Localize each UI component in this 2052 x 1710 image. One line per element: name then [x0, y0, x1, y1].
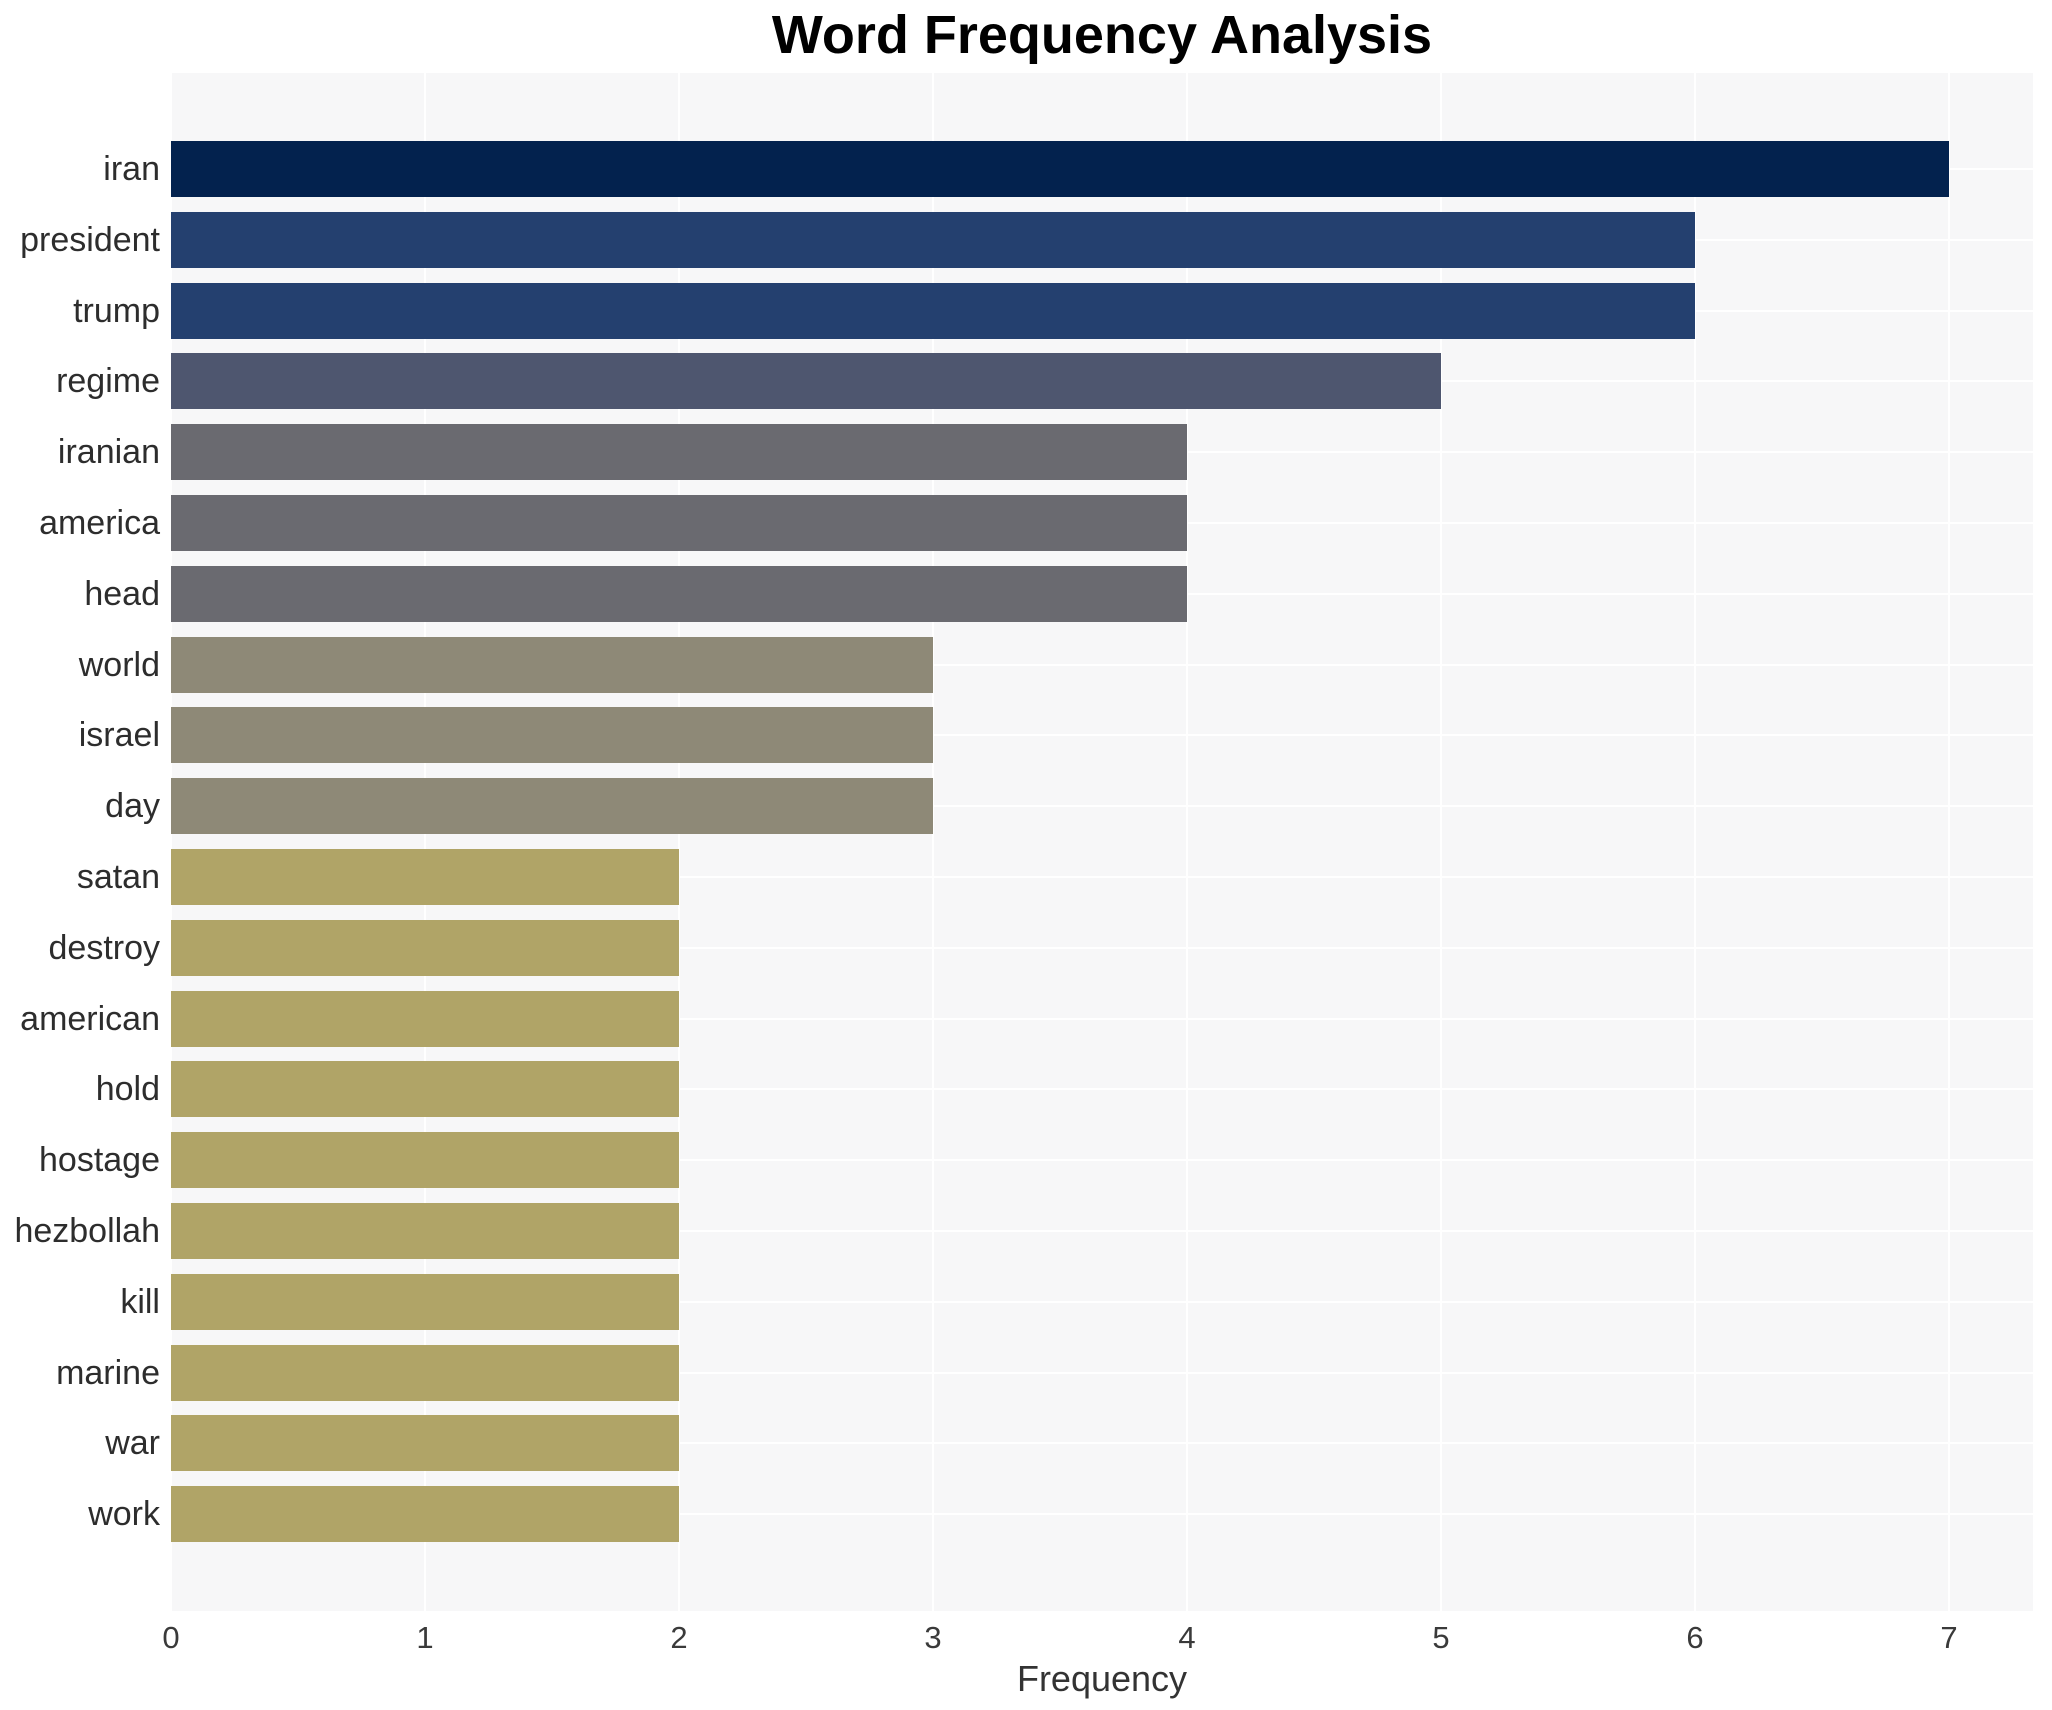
y-label-president: president	[20, 220, 160, 259]
bar-world	[171, 636, 933, 693]
x-gridline	[678, 73, 680, 1611]
bar-war	[171, 1415, 679, 1472]
bar-iran	[171, 141, 1949, 197]
y-gridline	[171, 1513, 2033, 1516]
y-gridline	[171, 946, 2033, 949]
bar-regime	[171, 353, 1441, 410]
x-tick-2: 2	[670, 1620, 688, 1655]
y-axis-labels: iran president trump regime iranian america he…	[0, 73, 160, 1611]
x-gridline	[932, 73, 934, 1611]
x-tick-0: 0	[162, 1620, 180, 1655]
y-label-destroy: destroy	[48, 928, 161, 967]
y-gridline	[171, 1230, 2033, 1232]
x-tick-6: 6	[1686, 1620, 1704, 1655]
y-gridline	[171, 805, 2033, 808]
x-gridline	[1948, 73, 1950, 1611]
y-gridline	[171, 1017, 2033, 1020]
y-label-hezbollah: hezbollah	[14, 1212, 160, 1250]
bar-american	[171, 990, 679, 1047]
x-gridline	[1694, 73, 1696, 1611]
y-gridline	[171, 1159, 2033, 1162]
y-gridline	[171, 734, 2033, 737]
y-label-regime: regime	[56, 362, 160, 401]
bar-iranian	[171, 424, 1187, 481]
bar-hold	[171, 1061, 679, 1118]
bar-president	[171, 211, 1695, 268]
bar-trump	[171, 282, 1695, 339]
x-tick-7: 7	[1940, 1620, 1958, 1655]
y-gridline	[171, 1371, 2033, 1374]
y-label-kill: kill	[120, 1282, 160, 1321]
bar-hostage	[171, 1132, 679, 1189]
y-gridline	[171, 1088, 2033, 1091]
y-label-trump: trump	[73, 291, 160, 330]
y-label-american: american	[20, 999, 160, 1038]
y-label-world: world	[78, 645, 160, 684]
y-label-marine: marine	[56, 1353, 160, 1392]
y-label-hold: hold	[95, 1070, 160, 1109]
y-label-satan: satan	[76, 858, 160, 896]
plot-area	[170, 73, 2033, 1611]
bar-kill	[171, 1273, 679, 1330]
x-axis-title: Frequency	[1016, 1658, 1188, 1699]
x-tick-4: 4	[1178, 1620, 1196, 1655]
bar-america	[171, 495, 1187, 551]
x-tick-3: 3	[924, 1620, 942, 1655]
bar-work	[171, 1486, 679, 1543]
y-gridline	[171, 1300, 2033, 1303]
x-tick-1: 1	[416, 1620, 434, 1655]
y-gridline	[171, 1442, 2033, 1445]
y-gridline	[171, 663, 2033, 666]
y-label-head: head	[84, 574, 160, 613]
x-axis-ticks: 0 1 2 3 4 5 6 7	[162, 1616, 2033, 1660]
x-gridline	[1440, 73, 1442, 1611]
y-gridline	[171, 876, 2033, 878]
bar-destroy	[171, 919, 679, 976]
y-label-work: work	[88, 1495, 160, 1534]
y-label-iran: iran	[103, 150, 160, 188]
y-label-america: america	[39, 504, 160, 542]
x-tick-5: 5	[1432, 1620, 1450, 1655]
y-label-day: day	[105, 787, 160, 826]
x-gridline	[170, 73, 172, 1611]
y-label-war: war	[105, 1424, 160, 1463]
bar-day	[171, 778, 933, 835]
bar-hezbollah	[171, 1203, 679, 1259]
y-label-israel: israel	[78, 716, 160, 755]
bar-israel	[171, 707, 933, 764]
bar-satan	[171, 849, 679, 905]
y-label-hostage: hostage	[39, 1141, 160, 1180]
chart-title: Word Frequency Analysis	[771, 5, 1433, 65]
x-gridline	[1186, 73, 1188, 1611]
bar-marine	[171, 1344, 679, 1401]
bar-head	[171, 565, 1187, 622]
x-gridline	[424, 73, 426, 1611]
y-label-iranian: iranian	[57, 433, 160, 472]
